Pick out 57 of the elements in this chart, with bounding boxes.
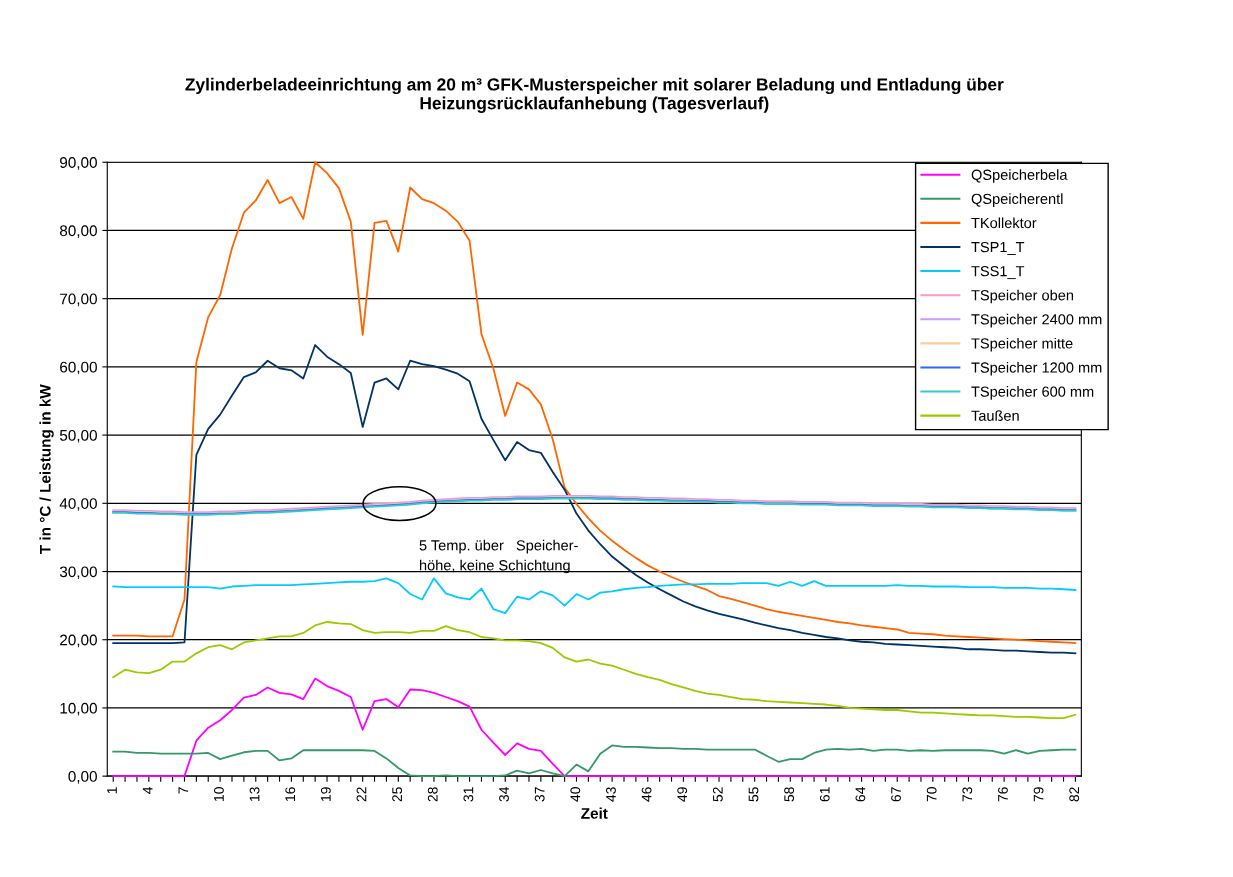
x-tick-label: 37 xyxy=(534,787,545,802)
legend-label: TKollektor xyxy=(971,217,1037,229)
line-series xyxy=(112,621,1077,720)
x-tick-label: 70 xyxy=(926,787,937,802)
x-tick-label: 52 xyxy=(712,787,723,802)
legend-label: TSpeicher 600 mm xyxy=(971,386,1094,400)
x-tick-label: 61 xyxy=(819,787,830,802)
y-axis-title: T in °C / Leistung in kW xyxy=(39,384,54,554)
line-series xyxy=(112,577,1077,615)
x-tick-label: 28 xyxy=(427,787,438,802)
legend-label: TSP1_T xyxy=(971,241,1025,255)
x-tick-label: 82 xyxy=(1069,787,1080,802)
y-tick-label: 80,00 xyxy=(59,225,97,238)
y-tick-label: 50,00 xyxy=(59,429,97,443)
x-tick-label: 55 xyxy=(748,787,759,802)
x-tick-label: 73 xyxy=(962,787,973,802)
x-tick-label: 64 xyxy=(855,786,866,802)
legend-label: TSS1_T xyxy=(971,265,1025,280)
x-tick-label: 4 xyxy=(142,786,153,794)
y-tick-label: 40,00 xyxy=(59,498,97,511)
y-tick-label: 30,00 xyxy=(59,566,97,579)
x-tick-label: 43 xyxy=(606,787,616,802)
chart-title: Zylinderbeladeeinrichtung am 20 m³ GFK-Musterspeicher mit solarer Beladung und Entladung über Heizungsrücklaufanhebung (Tagesverlauf) xyxy=(185,77,1004,113)
x-tick-label: 7 xyxy=(178,787,189,794)
line-series xyxy=(112,744,1077,778)
x-tick-label: 34 xyxy=(499,786,509,802)
y-tick-label: 10,00 xyxy=(60,702,97,716)
legend-label: TSpeicher oben xyxy=(971,289,1074,304)
legend-label: TSpeicher 1200 mm xyxy=(971,361,1102,376)
y-tick-label: 70,00 xyxy=(60,293,97,307)
x-tick-label: 1 xyxy=(107,787,117,794)
x-tick-label: 10 xyxy=(214,787,224,801)
x-tick-label: 25 xyxy=(392,787,403,802)
x-tick-label: 40 xyxy=(570,787,581,802)
x-tick-label: 16 xyxy=(285,787,296,801)
x-tick-label: 67 xyxy=(891,787,901,802)
annotation: 5 Temp. über Speicher- höhe, keine Schichtung xyxy=(419,539,578,574)
y-tick-label: 90,00 xyxy=(60,157,97,170)
legend-label: TSpeicher 2400 mm xyxy=(971,313,1102,328)
legend-label: QSpeicherbela xyxy=(971,169,1068,183)
x-tick-label: 58 xyxy=(784,787,795,802)
x-tick-label: 49 xyxy=(677,787,688,802)
x-tick-label: 31 xyxy=(463,787,474,802)
y-tick-label: 0,00 xyxy=(68,771,97,784)
x-tick-label: 79 xyxy=(1033,787,1044,802)
x-axis-title: Zeit xyxy=(581,807,608,819)
x-tick-label: 13 xyxy=(249,787,260,801)
x-tick-label: 76 xyxy=(998,787,1008,802)
legend-label: QSpeicherentl xyxy=(971,193,1063,207)
x-tick-label: 46 xyxy=(641,787,652,802)
x-tick-label: 19 xyxy=(320,787,331,801)
y-tick-label: 60,00 xyxy=(60,361,97,375)
legend-label: TSpeicher mitte xyxy=(971,337,1073,352)
x-tick-label: 22 xyxy=(356,787,367,802)
legend-label: Taußen xyxy=(971,410,1019,421)
line-series xyxy=(112,677,1077,778)
y-tick-label: 20,00 xyxy=(60,634,97,648)
